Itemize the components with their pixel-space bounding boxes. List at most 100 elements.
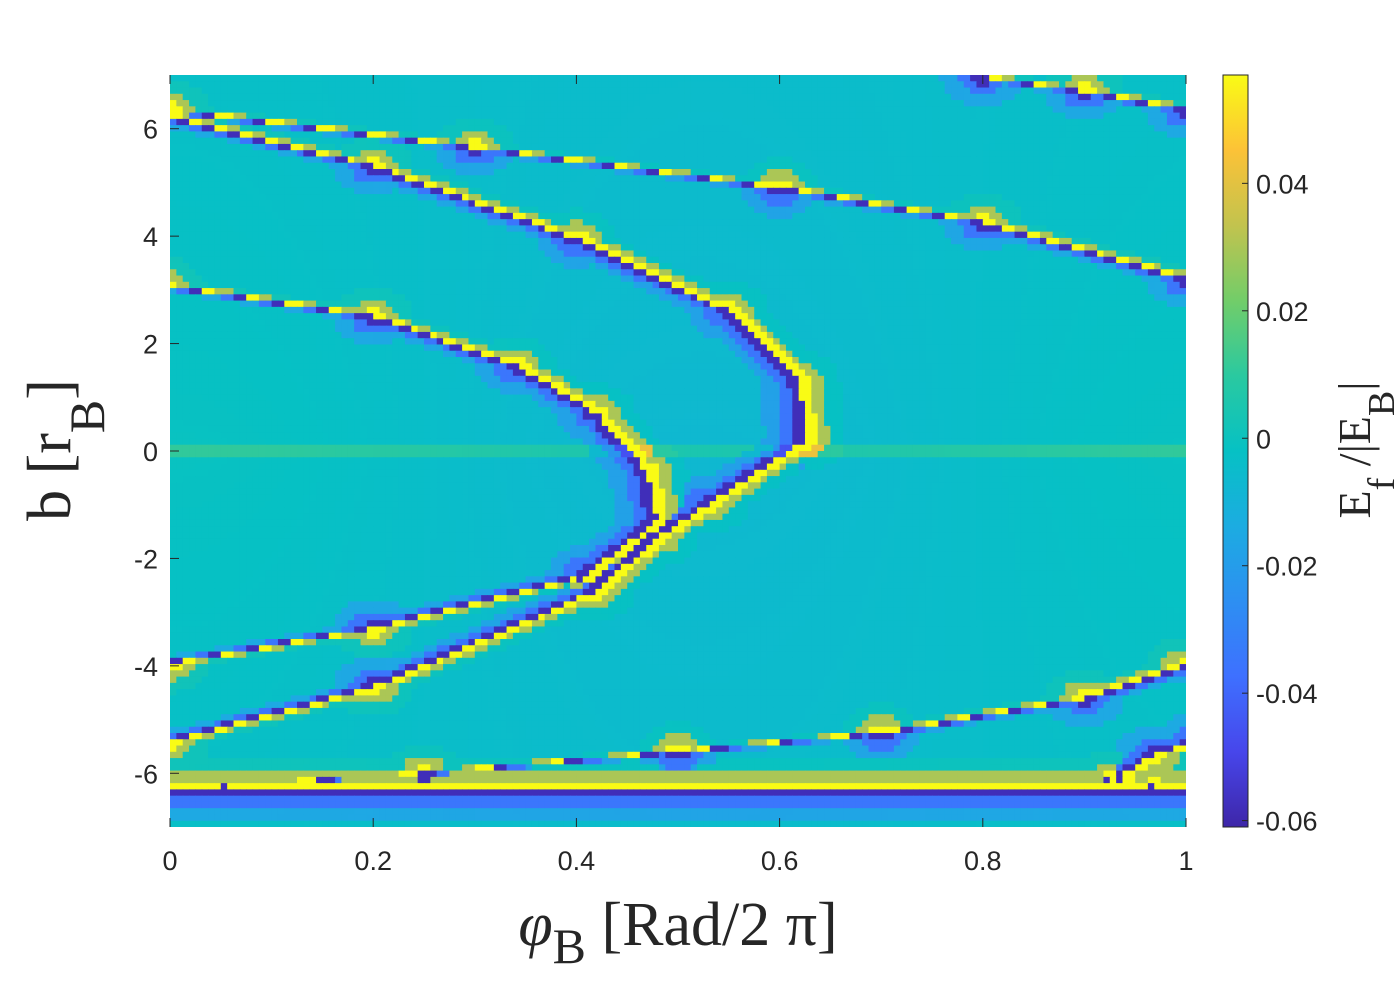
heatmap-cell bbox=[1020, 244, 1028, 252]
heatmap-cell bbox=[658, 125, 666, 132]
heatmap-cell bbox=[862, 263, 870, 270]
heatmap-cell bbox=[449, 181, 457, 189]
heatmap-cell bbox=[652, 118, 660, 126]
heatmap-cell bbox=[1008, 187, 1016, 195]
heatmap-cell bbox=[957, 219, 965, 226]
heatmap-cell bbox=[627, 263, 635, 270]
heatmap-cell bbox=[919, 87, 927, 95]
heatmap-cell bbox=[322, 181, 330, 189]
heatmap-cell bbox=[1027, 150, 1035, 158]
heatmap-cell bbox=[849, 244, 857, 252]
heatmap-cell bbox=[678, 181, 685, 189]
heatmap-cell bbox=[417, 237, 425, 245]
heatmap-cell bbox=[284, 263, 292, 270]
heatmap-cell bbox=[747, 112, 755, 120]
heatmap-cell bbox=[1071, 137, 1079, 145]
heatmap-cell bbox=[601, 256, 609, 264]
heatmap-cell bbox=[639, 87, 647, 95]
heatmap-cell bbox=[614, 206, 622, 214]
heatmap-cell bbox=[481, 206, 489, 214]
heatmap-cell bbox=[551, 93, 558, 101]
heatmap-cell bbox=[671, 263, 679, 270]
heatmap-cell bbox=[843, 263, 851, 270]
heatmap-cell bbox=[805, 143, 812, 151]
heatmap-cell bbox=[792, 106, 800, 114]
heatmap-cell bbox=[1008, 175, 1016, 183]
heatmap-cell bbox=[728, 150, 736, 158]
heatmap-cell bbox=[1008, 100, 1016, 107]
heatmap-cell bbox=[608, 125, 616, 132]
heatmap-cell bbox=[684, 244, 692, 252]
heatmap-cell bbox=[1097, 156, 1105, 164]
heatmap-cell bbox=[716, 106, 724, 114]
heatmap-cell bbox=[189, 150, 196, 158]
heatmap-cell bbox=[944, 93, 952, 101]
heatmap-cell bbox=[601, 112, 609, 120]
heatmap-cell bbox=[417, 263, 425, 270]
heatmap-cell bbox=[1154, 143, 1162, 151]
heatmap-cell bbox=[976, 75, 984, 82]
heatmap-cell bbox=[919, 93, 927, 101]
heatmap-cell bbox=[690, 256, 698, 264]
heatmap-cell bbox=[220, 263, 228, 270]
heatmap-cell bbox=[1046, 100, 1054, 107]
heatmap-cell bbox=[277, 150, 285, 158]
heatmap-cell bbox=[601, 244, 609, 252]
heatmap-cell bbox=[944, 137, 952, 145]
heatmap-cell bbox=[227, 87, 235, 95]
heatmap-cell bbox=[1122, 206, 1130, 214]
heatmap-cell bbox=[316, 106, 323, 114]
heatmap-cell bbox=[195, 181, 203, 189]
heatmap-cell bbox=[519, 263, 527, 270]
heatmap-cell bbox=[830, 93, 838, 101]
heatmap-cell bbox=[493, 263, 501, 270]
heatmap-cell bbox=[239, 187, 247, 195]
heatmap-cell bbox=[1027, 225, 1035, 233]
heatmap-cell bbox=[874, 175, 882, 183]
heatmap-cell bbox=[1027, 118, 1035, 126]
heatmap-cell bbox=[760, 93, 768, 101]
heatmap-cell bbox=[995, 175, 1003, 183]
heatmap-cell bbox=[1097, 112, 1105, 120]
heatmap-cell bbox=[906, 137, 914, 145]
heatmap-cell bbox=[1008, 143, 1016, 151]
heatmap-cell bbox=[887, 100, 895, 107]
heatmap-cell bbox=[360, 269, 368, 277]
heatmap-cell bbox=[1059, 206, 1066, 214]
heatmap-cell bbox=[557, 143, 565, 151]
heatmap-cell bbox=[474, 206, 482, 214]
heatmap-cell bbox=[836, 150, 844, 158]
heatmap-cell bbox=[195, 231, 203, 239]
heatmap-cell bbox=[538, 75, 546, 82]
heatmap-cell bbox=[665, 75, 673, 82]
heatmap-cell bbox=[716, 112, 724, 120]
heatmap-cell bbox=[195, 256, 203, 264]
heatmap-cell bbox=[468, 175, 476, 183]
heatmap-cell bbox=[277, 256, 285, 264]
heatmap-cell bbox=[443, 256, 450, 264]
heatmap-cell bbox=[341, 225, 349, 233]
heatmap-cell bbox=[385, 250, 393, 258]
heatmap-cell bbox=[760, 187, 768, 195]
heatmap-cell bbox=[627, 112, 635, 120]
heatmap-cell bbox=[963, 93, 971, 101]
heatmap-cell bbox=[519, 219, 527, 226]
heatmap-cell bbox=[1008, 118, 1016, 126]
heatmap-cell bbox=[608, 263, 616, 270]
heatmap-cell bbox=[1141, 143, 1149, 151]
heatmap-cell bbox=[639, 244, 647, 252]
heatmap-cell bbox=[1097, 187, 1105, 195]
heatmap-cell bbox=[1020, 200, 1028, 208]
heatmap-cell bbox=[849, 219, 857, 226]
heatmap-cell bbox=[1033, 169, 1041, 176]
heatmap-cell bbox=[963, 125, 971, 132]
heatmap-cell bbox=[608, 131, 616, 139]
heatmap-cell bbox=[836, 212, 844, 220]
heatmap-cell bbox=[843, 87, 851, 95]
heatmap-cell bbox=[189, 100, 196, 107]
heatmap-cell bbox=[938, 162, 946, 170]
heatmap-cell bbox=[824, 162, 831, 170]
heatmap-cell bbox=[811, 87, 819, 95]
heatmap-cell bbox=[411, 212, 419, 220]
heatmap-cell bbox=[716, 143, 724, 151]
